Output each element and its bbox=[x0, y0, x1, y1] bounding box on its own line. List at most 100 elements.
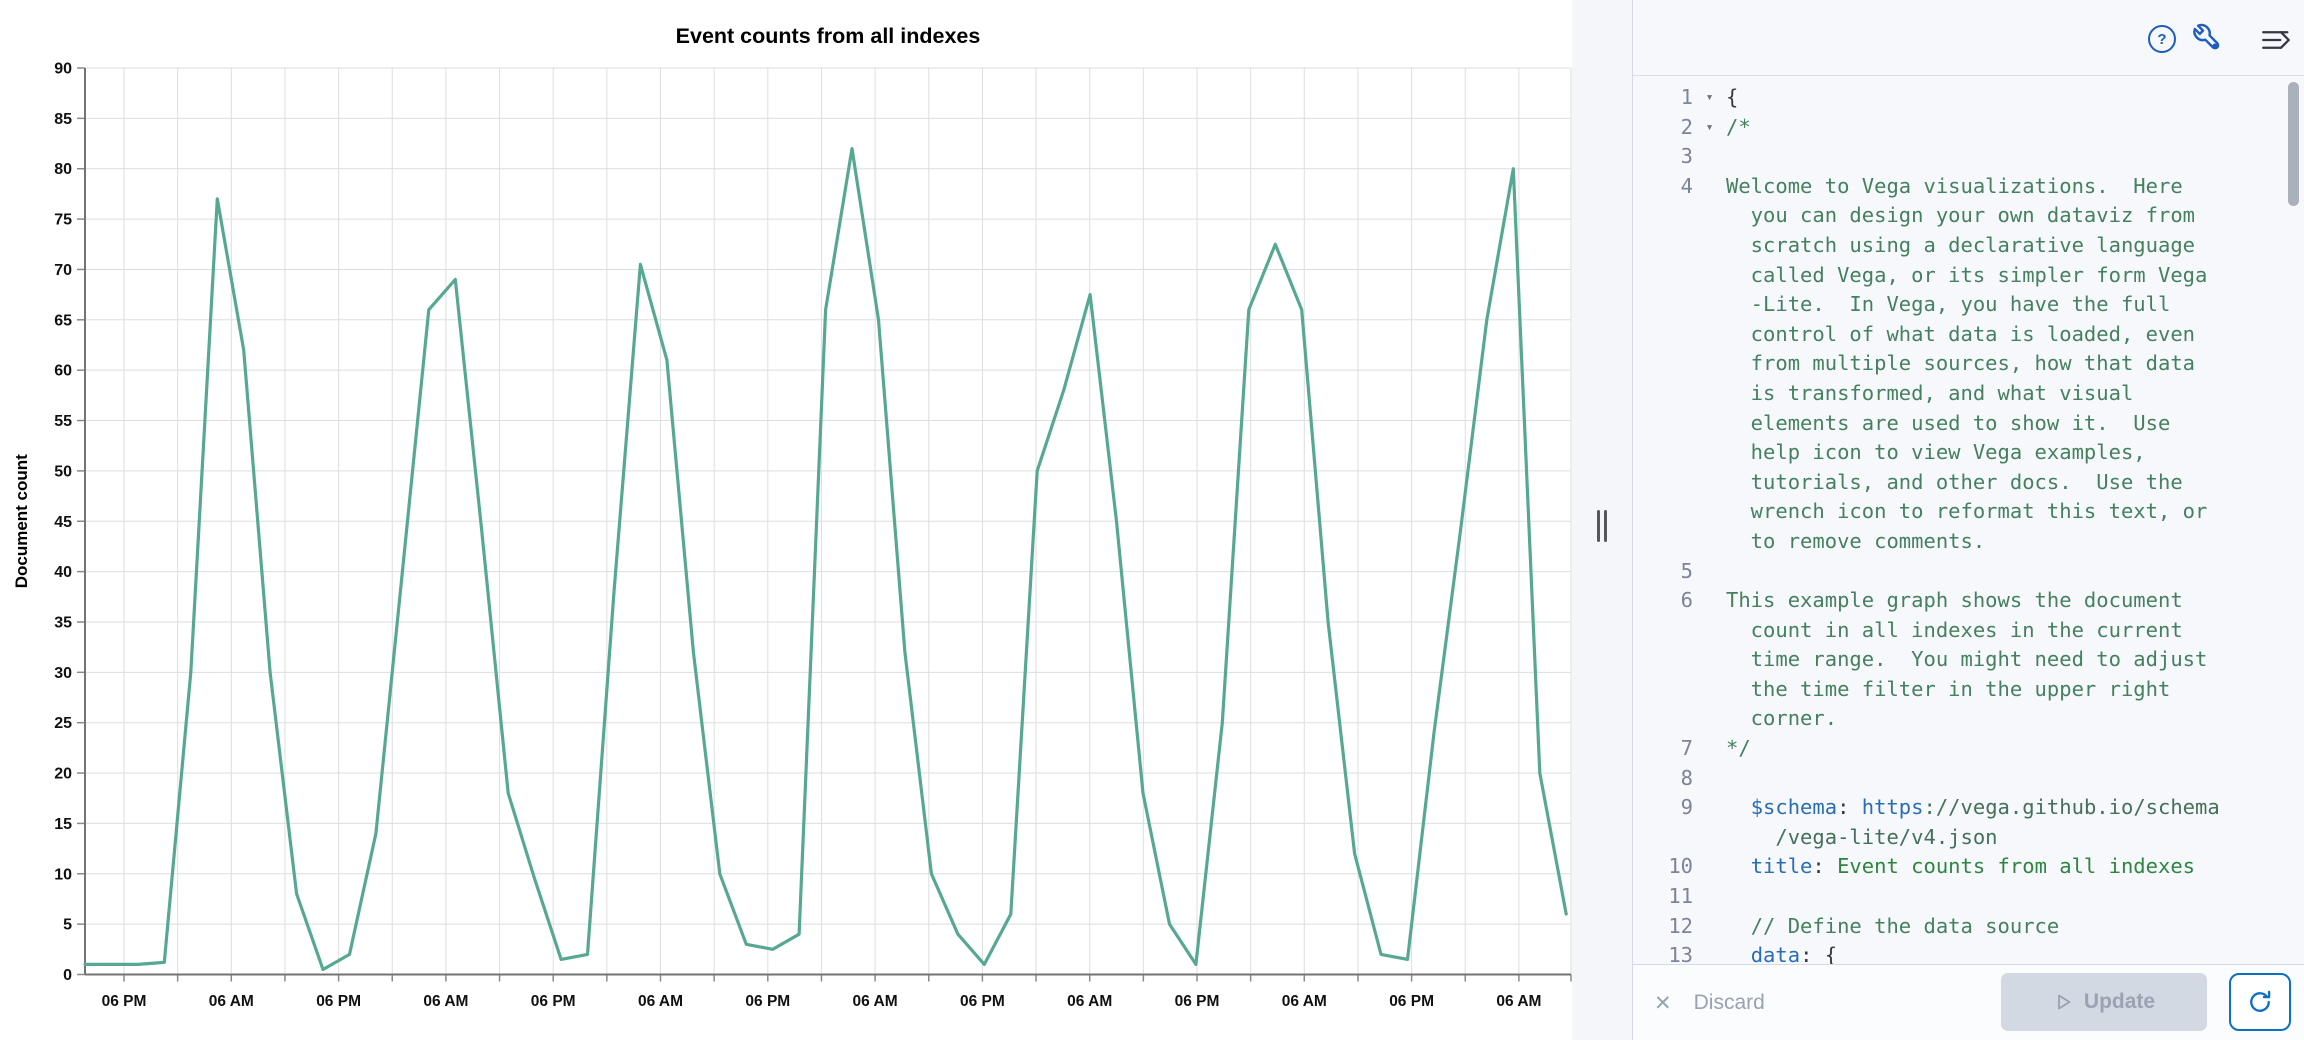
svg-text:06 PM: 06 PM bbox=[102, 993, 147, 1010]
svg-text:60: 60 bbox=[54, 363, 72, 380]
discard-label: Discard bbox=[1693, 991, 1765, 1014]
play-icon bbox=[2058, 994, 2071, 1010]
code-fold-spacer bbox=[1693, 231, 1726, 261]
svg-text:06 PM: 06 PM bbox=[1389, 993, 1434, 1010]
update-label: Update bbox=[2083, 990, 2156, 1013]
code-fold-spacer bbox=[1693, 704, 1726, 734]
code-fold-spacer bbox=[1693, 764, 1726, 794]
code-line: help icon to view Vega examples, bbox=[1633, 438, 2304, 468]
svg-text:35: 35 bbox=[54, 614, 72, 631]
code-fold-icon[interactable]: ▾ bbox=[1705, 90, 1714, 105]
svg-text:06 PM: 06 PM bbox=[1175, 993, 1220, 1010]
resizer-grip-icon bbox=[1596, 510, 1610, 542]
code-line: 8 bbox=[1633, 764, 2304, 794]
code-fold-spacer bbox=[1693, 349, 1726, 379]
update-button[interactable]: Update bbox=[2001, 973, 2207, 1031]
discard-button[interactable]: ✕ Discard bbox=[1648, 983, 1771, 1023]
help-icon: ? bbox=[2148, 25, 2176, 53]
svg-text:25: 25 bbox=[54, 715, 72, 732]
refresh-icon bbox=[2250, 990, 2271, 1012]
code-line: 3 bbox=[1633, 142, 2304, 172]
svg-text:75: 75 bbox=[54, 212, 72, 229]
editor-menu-button[interactable] bbox=[2257, 22, 2295, 58]
spec-code-editor[interactable]: 1 ▾{2 ▾/* 3 4 Welcome to Vega visualizations.… bbox=[1633, 76, 2304, 965]
svg-text:85: 85 bbox=[54, 111, 72, 128]
code-fold-spacer bbox=[1693, 172, 1726, 202]
code-fold-spacer bbox=[1693, 290, 1726, 320]
svg-text:0: 0 bbox=[63, 967, 72, 984]
panel-resizer[interactable] bbox=[1572, 0, 1632, 1040]
code-line: wrench icon to reformat this text, or bbox=[1633, 497, 2304, 527]
code-line: 11 bbox=[1633, 882, 2304, 912]
code-line: 9 $schema: https://vega.github.io/schema bbox=[1633, 793, 2304, 823]
code-fold-spacer bbox=[1693, 882, 1726, 912]
code-line: to remove comments. bbox=[1633, 527, 2304, 557]
help-button[interactable]: ? bbox=[2147, 24, 2177, 54]
vega-chart: 06 PM 06 AM 06 PM 06 AM 06 PM 06 AM 06 PM 06 AM… bbox=[12, 24, 1572, 1010]
code-line: -Lite. In Vega, you have the full bbox=[1633, 290, 2304, 320]
code-line: 13 data: { bbox=[1633, 941, 2304, 965]
code-line: 2 ▾/* bbox=[1633, 113, 2304, 143]
code-line: 12 // Define the data source bbox=[1633, 912, 2304, 942]
code-fold-spacer bbox=[1693, 616, 1726, 646]
code-fold-spacer bbox=[1693, 409, 1726, 439]
code-fold-spacer bbox=[1693, 438, 1726, 468]
code-fold-spacer bbox=[1693, 201, 1726, 231]
svg-text:70: 70 bbox=[54, 262, 72, 279]
code-line: 1 ▾{ bbox=[1633, 83, 2304, 113]
svg-text:20: 20 bbox=[54, 766, 72, 783]
code-fold-spacer bbox=[1693, 586, 1726, 616]
code-fold-spacer bbox=[1693, 320, 1726, 350]
svg-text:30: 30 bbox=[54, 665, 72, 682]
code-fold-spacer bbox=[1693, 142, 1726, 172]
code-line: 10 title: Event counts from all indexes bbox=[1633, 852, 2304, 882]
svg-text:10: 10 bbox=[54, 866, 72, 883]
close-icon: ✕ bbox=[1654, 991, 1672, 1015]
svg-text:65: 65 bbox=[54, 312, 72, 329]
code-fold-spacer bbox=[1693, 823, 1726, 853]
svg-text:5: 5 bbox=[63, 917, 72, 934]
code-fold-spacer bbox=[1693, 793, 1726, 823]
svg-text:80: 80 bbox=[54, 161, 72, 178]
code-fold-icon[interactable]: ▾ bbox=[1705, 119, 1714, 135]
svg-text:06 PM: 06 PM bbox=[531, 993, 576, 1010]
menu-right-arrow-icon bbox=[2262, 31, 2290, 49]
code-line: is transformed, and what visual bbox=[1633, 379, 2304, 409]
code-line: 5 bbox=[1633, 557, 2304, 587]
svg-text:06 AM: 06 AM bbox=[423, 993, 468, 1010]
svg-text:50: 50 bbox=[54, 463, 72, 480]
code-fold-spacer bbox=[1693, 497, 1726, 527]
code-fold-spacer bbox=[1693, 261, 1726, 291]
code-line: from multiple sources, how that data bbox=[1633, 349, 2304, 379]
svg-text:06 PM: 06 PM bbox=[316, 993, 361, 1010]
code-lines: 1 ▾{2 ▾/* 3 4 Welcome to Vega visualizations.… bbox=[1633, 76, 2304, 965]
code-fold-spacer bbox=[1693, 941, 1726, 965]
wrench-icon bbox=[2193, 23, 2220, 50]
code-line: you can design your own dataviz from bbox=[1633, 201, 2304, 231]
code-line: corner. bbox=[1633, 704, 2304, 734]
code-line: called Vega, or its simpler form Vega bbox=[1633, 261, 2304, 291]
code-line: /vega-lite/v4.json bbox=[1633, 823, 2304, 853]
code-line: 4 Welcome to Vega visualizations. Here bbox=[1633, 172, 2304, 202]
code-fold-spacer bbox=[1693, 912, 1726, 942]
code-line: tutorials, and other docs. Use the bbox=[1633, 468, 2304, 498]
auto-refresh-button[interactable] bbox=[2229, 973, 2291, 1031]
editor-scrollbar-thumb[interactable] bbox=[2288, 82, 2299, 206]
svg-text:06 PM: 06 PM bbox=[960, 993, 1005, 1010]
svg-text:Document count: Document count bbox=[12, 454, 31, 588]
code-fold-spacer bbox=[1693, 734, 1726, 764]
svg-text:Event counts from all indexes: Event counts from all indexes bbox=[676, 24, 981, 48]
reformat-button[interactable] bbox=[2189, 20, 2225, 56]
svg-text:45: 45 bbox=[54, 514, 72, 531]
code-line: elements are used to show it. Use bbox=[1633, 409, 2304, 439]
code-line: 6 This example graph shows the document bbox=[1633, 586, 2304, 616]
editor-footer: ✕ Discard Update bbox=[1633, 964, 2304, 1040]
code-line: control of what data is loaded, even bbox=[1633, 320, 2304, 350]
code-fold-spacer bbox=[1693, 527, 1726, 557]
svg-text:06 AM: 06 AM bbox=[1282, 993, 1327, 1010]
vega-spec-editor-panel: ? 1 ▾{2 ▾/* 3 4 Welcome to Vega visualization… bbox=[1632, 0, 2304, 1040]
code-fold-spacer bbox=[1693, 379, 1726, 409]
svg-text:40: 40 bbox=[54, 564, 72, 581]
svg-text:06 AM: 06 AM bbox=[1067, 993, 1112, 1010]
